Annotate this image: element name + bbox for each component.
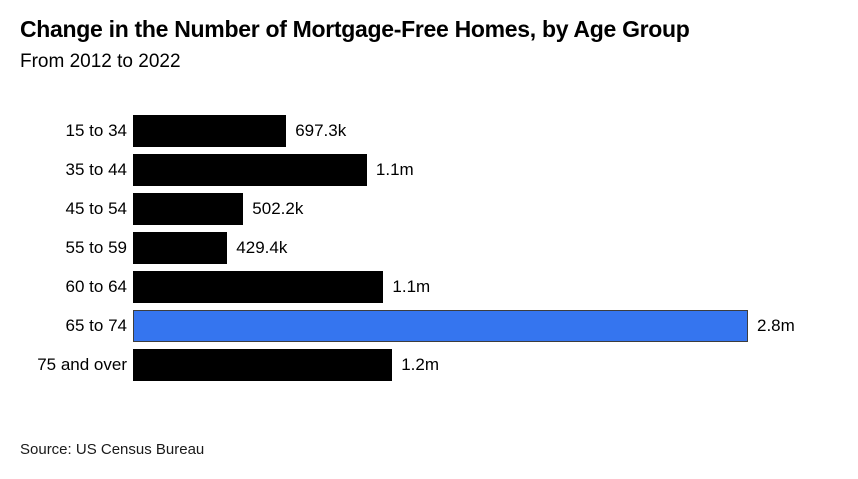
value-label: 429.4k — [236, 237, 288, 257]
value-label: 502.2k — [252, 198, 304, 218]
value-label: 1.1m — [392, 276, 431, 296]
bar-track: 1.1m — [133, 270, 858, 303]
category-label: 15 to 34 — [65, 120, 127, 140]
value-label: 2.8m — [757, 315, 795, 335]
bar-track: 697.3k — [133, 114, 858, 147]
bar-row: 45 to 54 502.2k — [20, 192, 858, 225]
chart-header: Change in the Number of Mortgage-Free Ho… — [0, 0, 858, 73]
category-label: 75 and over — [37, 354, 127, 374]
bar-track: 429.4k — [133, 231, 858, 264]
chart-subtitle: From 2012 to 2022 — [20, 50, 181, 72]
value-label: 697.3k — [295, 120, 347, 140]
bar — [133, 309, 748, 342]
bar-row: 60 to 64 1.1m — [20, 270, 858, 303]
bar-row: 75 and over 1.2m — [20, 348, 858, 381]
bar — [133, 114, 287, 147]
bar-row: 35 to 44 1.1m — [20, 153, 858, 186]
bar-track: 502.2k — [133, 192, 858, 225]
bar-row: 65 to 74 2.8m — [20, 309, 858, 342]
bar-chart: 15 to 34 697.3k 35 to 44 1.1m 45 to 54 5… — [0, 114, 858, 381]
bar — [133, 192, 244, 225]
chart-title: Change in the Number of Mortgage-Free Ho… — [20, 16, 690, 42]
bar — [133, 270, 384, 303]
bar-track: 2.8m — [133, 309, 858, 342]
category-label: 60 to 64 — [65, 276, 127, 296]
category-label: 45 to 54 — [65, 198, 127, 218]
bar-row: 15 to 34 697.3k — [20, 114, 858, 147]
value-label: 1.1m — [375, 159, 414, 179]
bar — [133, 153, 367, 186]
category-label: 65 to 74 — [65, 315, 127, 335]
value-label: 1.2m — [401, 354, 439, 374]
bar — [133, 348, 393, 381]
bar-row: 55 to 59 429.4k — [20, 231, 858, 264]
bar-track: 1.2m — [133, 348, 858, 381]
category-label: 35 to 44 — [65, 159, 127, 179]
bar-track: 1.1m — [133, 153, 858, 186]
source-note: Source: US Census Bureau — [20, 441, 205, 458]
bar — [133, 231, 228, 264]
category-label: 55 to 59 — [65, 237, 127, 257]
